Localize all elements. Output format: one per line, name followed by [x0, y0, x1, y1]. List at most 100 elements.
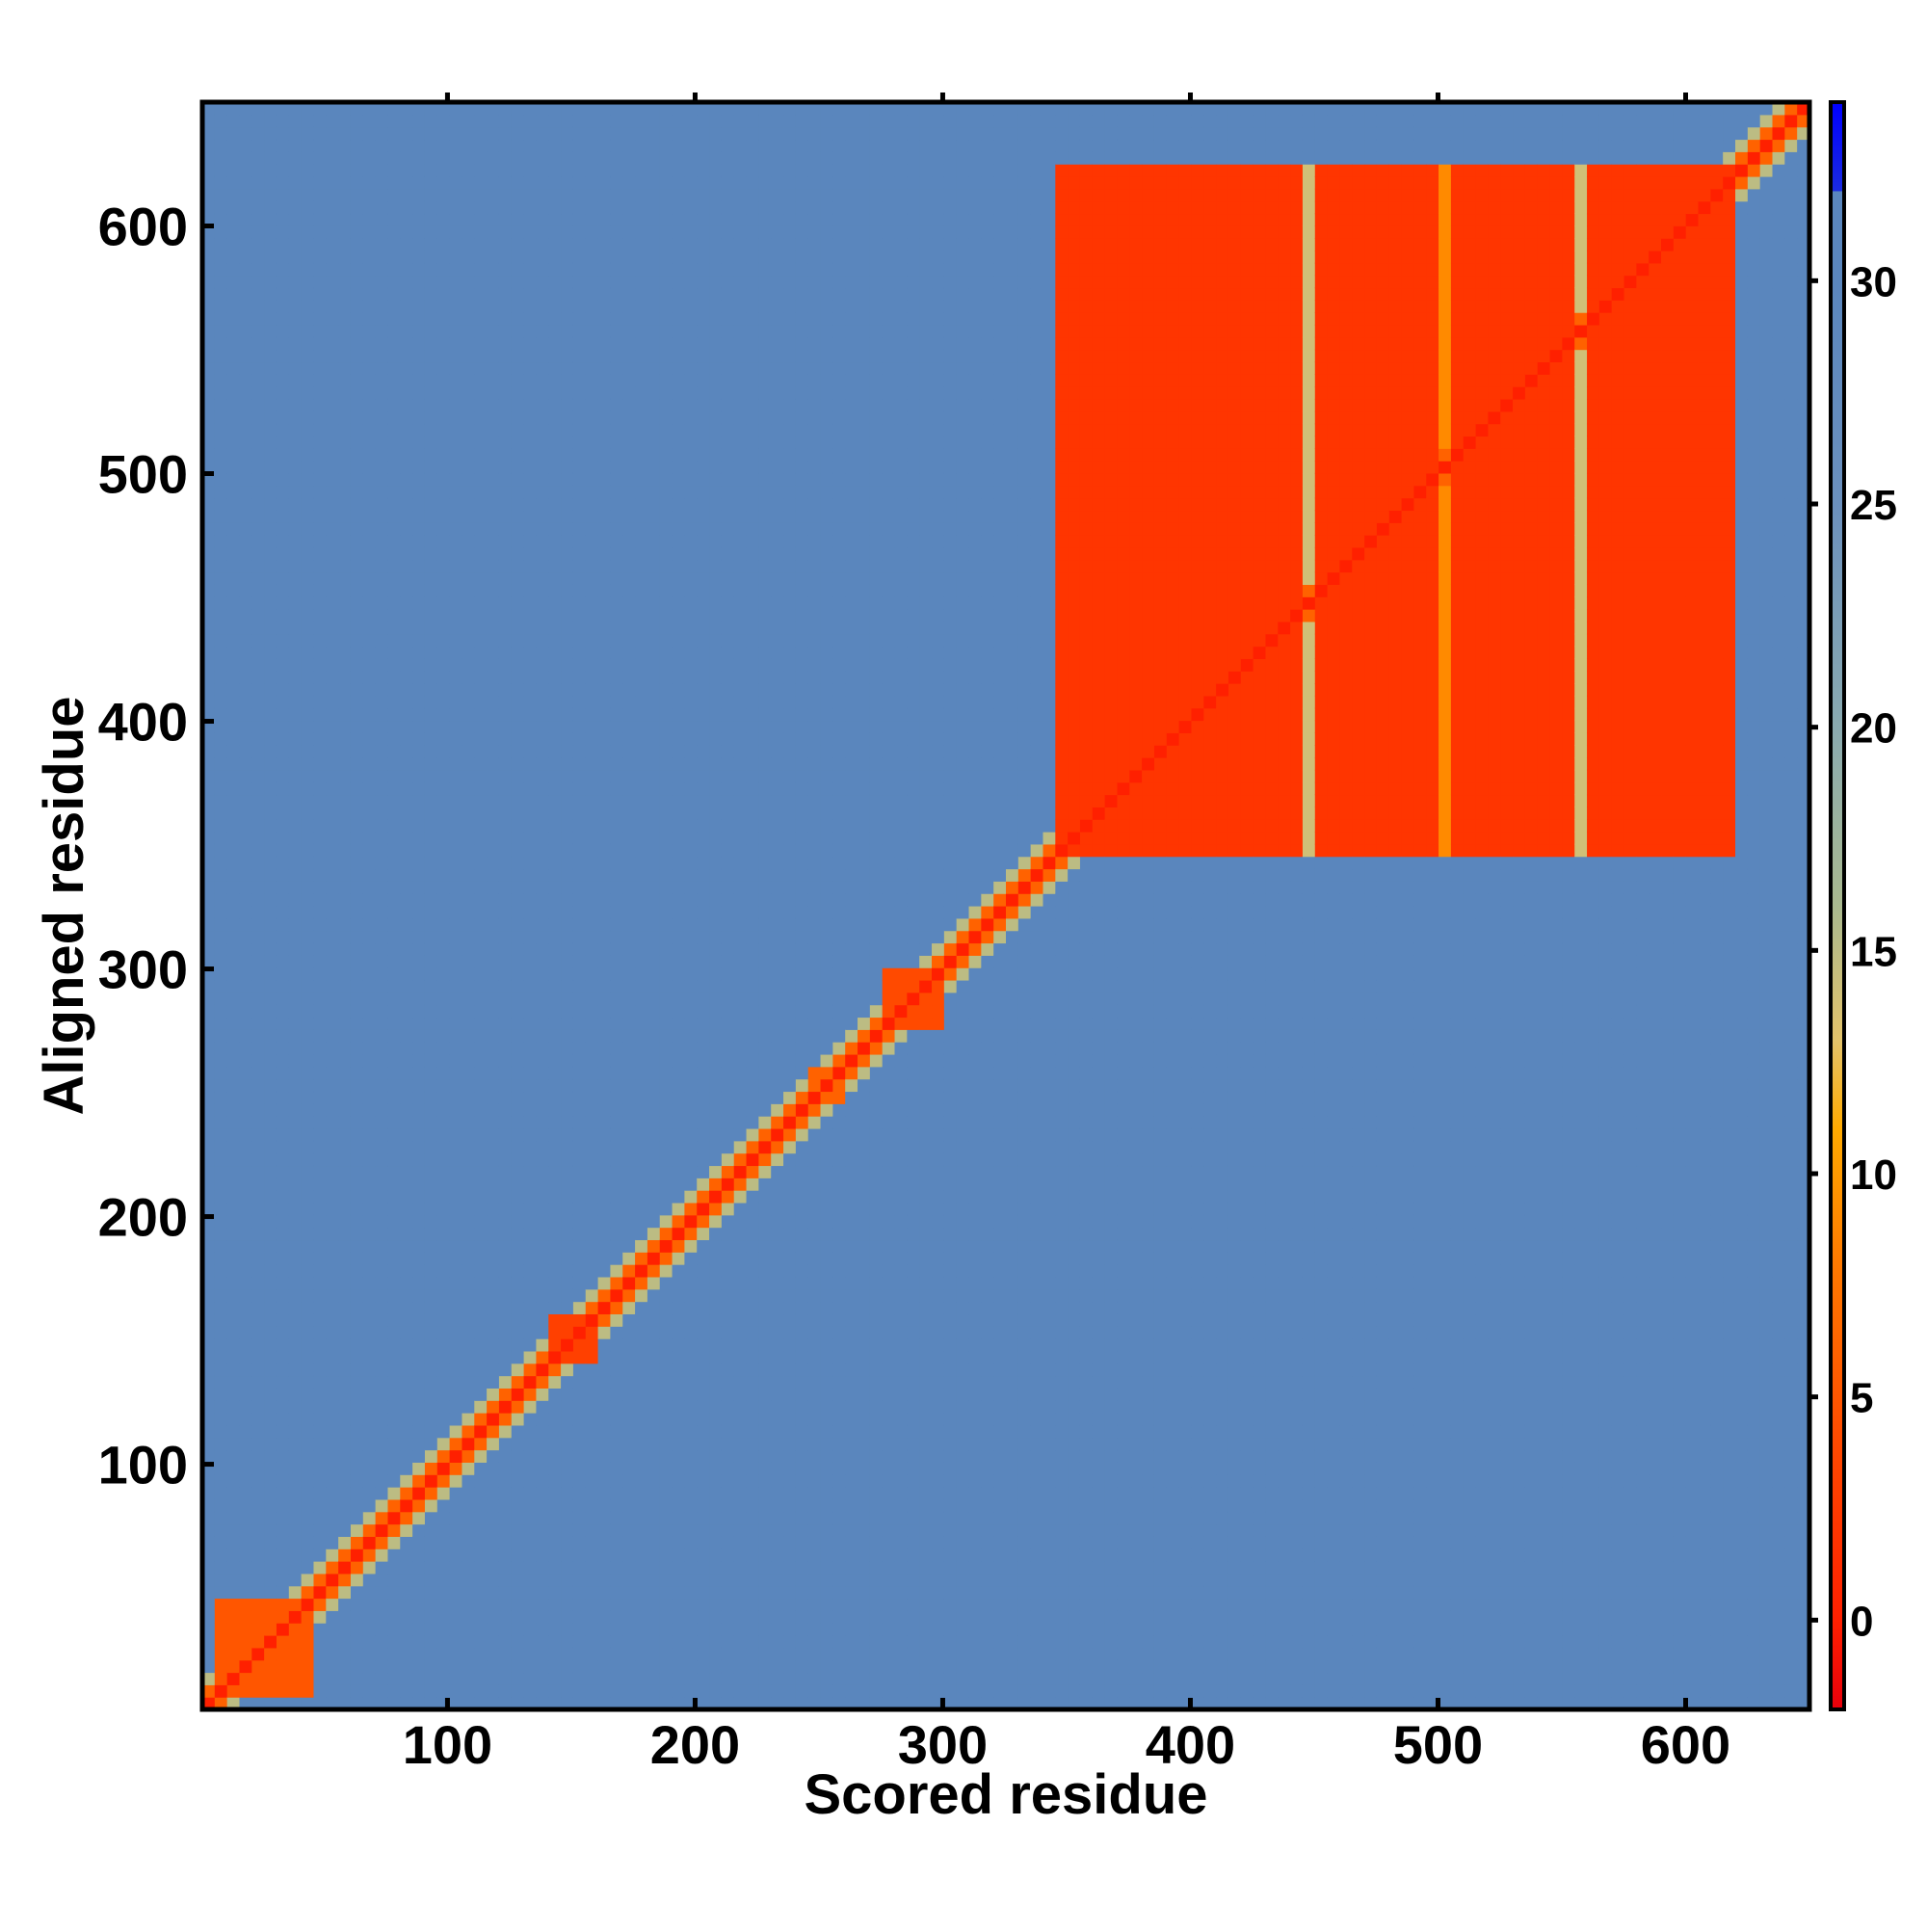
- heatmap-cell: [239, 1264, 251, 1277]
- heatmap-cell: [387, 1388, 400, 1400]
- heatmap-cell: [487, 1338, 499, 1351]
- heatmap-cell: [524, 1029, 537, 1042]
- heatmap-cell: [251, 671, 264, 683]
- heatmap-cell: [573, 918, 586, 931]
- heatmap-cell: [400, 139, 412, 151]
- heatmap-cell: [425, 708, 437, 721]
- heatmap-cell: [351, 893, 363, 906]
- heatmap-cell: [536, 225, 548, 238]
- heatmap-cell: [450, 1450, 462, 1463]
- heatmap-cell: [622, 1474, 635, 1487]
- heatmap-cell: [524, 1610, 537, 1623]
- heatmap-cell: [239, 1462, 251, 1474]
- heatmap-cell: [227, 1067, 240, 1079]
- heatmap-cell: [326, 312, 338, 325]
- heatmap-cell: [326, 164, 338, 176]
- heatmap-cell: [412, 1635, 425, 1648]
- heatmap-cell: [412, 213, 425, 225]
- heatmap-cell: [499, 201, 512, 214]
- heatmap-cell: [264, 1413, 277, 1425]
- heatmap-cell: [450, 263, 462, 276]
- heatmap-cell: [437, 1623, 450, 1635]
- heatmap-cell: [635, 1512, 647, 1524]
- heatmap-cell: [326, 1079, 338, 1092]
- heatmap-cell: [660, 1635, 673, 1648]
- heatmap-cell: [251, 411, 264, 424]
- heatmap-cell: [474, 1548, 487, 1561]
- heatmap-cell: [450, 1277, 462, 1289]
- heatmap-cell: [462, 287, 474, 300]
- heatmap-cell: [289, 547, 302, 560]
- heatmap-cell: [400, 671, 412, 683]
- heatmap-cell: [487, 609, 499, 622]
- heatmap-cell: [635, 1400, 647, 1413]
- heatmap-cell: [573, 1203, 586, 1215]
- heatmap-cell: [561, 622, 573, 634]
- heatmap-cell: [499, 745, 512, 757]
- heatmap-cell: [302, 992, 314, 1005]
- heatmap-cell: [227, 696, 240, 708]
- heatmap-cell: [412, 287, 425, 300]
- heatmap-cell: [512, 782, 524, 795]
- heatmap-cell: [524, 251, 537, 263]
- heatmap-cell: [302, 671, 314, 683]
- heatmap-cell: [524, 176, 537, 189]
- heatmap-cell: [660, 1264, 673, 1277]
- heatmap-cell: [251, 1017, 264, 1029]
- heatmap-cell: [462, 1277, 474, 1289]
- heatmap-cell: [499, 374, 512, 386]
- heatmap-cell: [673, 1684, 685, 1697]
- heatmap-cell: [277, 696, 289, 708]
- heatmap-cell: [561, 732, 573, 745]
- heatmap-cell: [363, 1462, 376, 1474]
- heatmap-cell: [227, 436, 240, 448]
- heatmap-cell: [536, 1351, 548, 1363]
- heatmap-cell: [647, 325, 660, 337]
- heatmap-cell: [425, 1277, 437, 1289]
- heatmap-cell: [313, 164, 326, 176]
- heatmap-cell: [561, 1277, 573, 1289]
- heatmap-cell: [573, 596, 586, 609]
- heatmap-cell: [610, 1313, 622, 1326]
- heatmap-cell: [400, 1474, 412, 1487]
- heatmap-cell: [376, 411, 388, 424]
- heatmap-cell: [524, 312, 537, 325]
- heatmap-cell: [351, 671, 363, 683]
- heatmap-cell: [437, 115, 450, 127]
- heatmap-cell: [400, 1313, 412, 1326]
- heatmap-cell: [277, 411, 289, 424]
- heatmap-cell: [351, 622, 363, 634]
- heatmap-cell: [425, 647, 437, 659]
- heatmap-cell: [215, 486, 227, 498]
- heatmap-cell: [660, 300, 673, 312]
- heatmap-cell: [635, 276, 647, 288]
- heatmap-cell: [363, 276, 376, 288]
- heatmap-cell: [239, 325, 251, 337]
- heatmap-cell: [573, 1438, 586, 1450]
- heatmap-cell: [326, 1302, 338, 1314]
- heatmap-cell: [338, 1548, 351, 1561]
- heatmap-cell: [425, 1425, 437, 1438]
- heatmap-cell: [660, 535, 673, 547]
- heatmap-cell: [277, 361, 289, 374]
- heatmap-cell: [561, 1116, 573, 1128]
- heatmap-cell: [376, 1400, 388, 1413]
- heatmap-cell: [302, 374, 314, 386]
- heatmap-cell: [536, 535, 548, 547]
- heatmap-cell: [400, 1302, 412, 1314]
- heatmap-cell: [264, 1499, 277, 1512]
- heatmap-cell: [215, 312, 227, 325]
- heatmap-cell: [425, 461, 437, 473]
- heatmap-cell: [499, 325, 512, 337]
- heatmap-cell: [561, 1561, 573, 1574]
- heatmap-cell: [622, 312, 635, 325]
- heatmap-cell: [635, 1413, 647, 1425]
- heatmap-cell: [251, 844, 264, 857]
- heatmap-cell: [512, 931, 524, 943]
- heatmap-cell: [400, 411, 412, 424]
- heatmap-cell: [400, 596, 412, 609]
- heatmap-cell: [363, 696, 376, 708]
- heatmap-cell: [622, 386, 635, 399]
- heatmap-cell: [326, 1239, 338, 1252]
- heatmap-cell: [487, 276, 499, 288]
